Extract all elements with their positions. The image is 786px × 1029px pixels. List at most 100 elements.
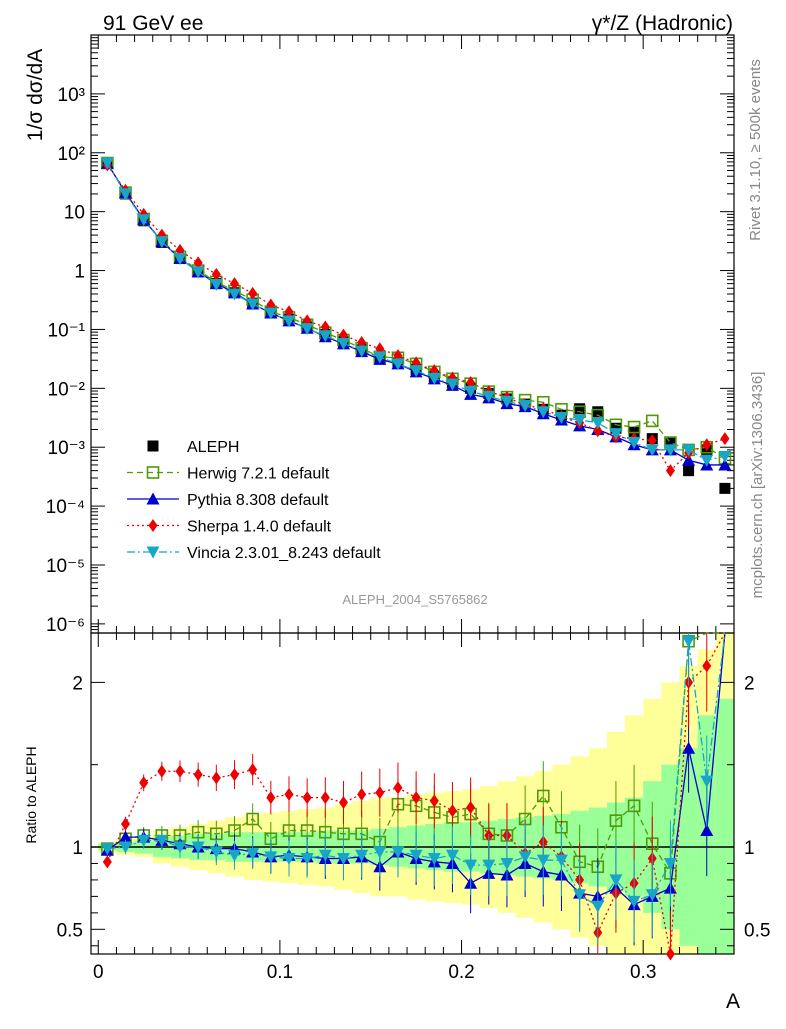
ratio-point-vincia xyxy=(518,851,532,864)
ratio-y-tick-label: 0.5 xyxy=(744,920,770,941)
ratio-point-sherpa xyxy=(447,804,457,818)
legend-label-vincia: Vincia 2.3.01_8.243 default xyxy=(187,545,381,562)
ratio-point-herwig xyxy=(300,824,314,837)
ratio-y-tick-label: 2 xyxy=(744,673,755,694)
main-point-sherpa xyxy=(229,277,239,291)
main-point-sherpa xyxy=(720,432,730,446)
ratio-point-sherpa xyxy=(466,800,476,814)
ratio-point-sherpa xyxy=(320,791,330,805)
ratio-point-vincia xyxy=(246,848,260,861)
ratio-xlabel: A xyxy=(726,990,740,1013)
main-line-sherpa xyxy=(106,164,726,472)
y-tick-label: 1 xyxy=(74,262,85,283)
main-point-vincia xyxy=(518,400,532,413)
main-point-sherpa xyxy=(248,286,258,300)
ratio-point-sherpa xyxy=(302,791,312,805)
main-point-sherpa xyxy=(211,267,221,281)
main-point-vincia xyxy=(700,454,714,467)
main-point-vincia xyxy=(445,378,459,391)
mcplots-label: mcplots.cern.ch [arXiv:1306.3436] xyxy=(749,372,766,599)
main-point-vincia xyxy=(100,157,114,170)
main-point-vincia xyxy=(137,214,151,227)
ratio-y-tick-label: 1 xyxy=(744,838,755,859)
main-point-vincia xyxy=(554,411,568,424)
ratio-point-sherpa xyxy=(193,768,203,782)
ratio-point-vincia xyxy=(591,900,605,913)
legend-marker-aleph xyxy=(147,440,159,452)
main-point-vincia xyxy=(718,450,732,463)
ratio-point-herwig xyxy=(282,824,296,837)
ratio-point-vincia xyxy=(609,874,623,887)
ratio-y-tick-label: 1 xyxy=(72,838,83,859)
main-point-vincia xyxy=(246,298,260,311)
main-point-aleph xyxy=(664,437,676,449)
ratio-point-vincia xyxy=(427,853,441,866)
ratio-point-vincia xyxy=(300,853,314,866)
ratio-point-vincia xyxy=(318,849,332,862)
ratio-point-herwig xyxy=(246,812,259,826)
y-tick-label: 10⁻¹ xyxy=(48,320,86,341)
main-point-vincia xyxy=(464,385,478,398)
y-tick-label: 10⁻² xyxy=(48,379,86,400)
ratio-point-vincia xyxy=(464,859,478,872)
main-point-vincia xyxy=(173,253,187,266)
main-point-aleph xyxy=(592,406,604,418)
main-point-sherpa xyxy=(284,305,294,319)
ratio-point-sherpa xyxy=(393,781,403,795)
ratio-point-sherpa xyxy=(102,855,112,869)
main-point-vincia xyxy=(536,406,550,419)
ratio-point-vincia xyxy=(554,854,568,867)
ratio-point-sherpa xyxy=(139,776,149,790)
main-ylabel: 1/σ dσ/dA xyxy=(24,49,47,141)
main-frame xyxy=(90,34,735,634)
analysis-id: ALEPH_2004_S5765862 xyxy=(342,592,487,607)
ratio-point-vincia xyxy=(663,857,677,870)
title-left: 91 GeV ee xyxy=(103,12,203,35)
title-right: γ*/Z (Hadronic) xyxy=(592,12,733,35)
main-point-vincia xyxy=(318,330,332,343)
ratio-y-tick-label: 0.5 xyxy=(57,920,83,941)
main-point-vincia xyxy=(663,444,677,457)
ratio-point-sherpa xyxy=(411,791,421,805)
ratio-frame xyxy=(90,632,735,955)
main-point-vincia xyxy=(682,444,696,457)
main-point-vincia xyxy=(391,358,405,371)
y-tick-label: 10⁻⁵ xyxy=(46,556,85,577)
main-point-vincia xyxy=(155,236,169,249)
ratio-point-vincia xyxy=(191,841,205,854)
main-point-vincia xyxy=(591,417,605,430)
ratio-point-vincia xyxy=(700,775,714,788)
ratio-point-sherpa xyxy=(375,786,385,800)
ratio-point-vincia xyxy=(645,889,659,902)
main-line-herwig xyxy=(106,162,726,459)
main-point-vincia xyxy=(355,345,369,358)
rivet-label: Rivet 3.1.10, ≥ 500k events xyxy=(747,59,764,241)
ratio-point-sherpa xyxy=(665,947,675,961)
main-point-vincia xyxy=(645,444,659,457)
ratio-point-vincia xyxy=(373,846,387,859)
main-point-sherpa xyxy=(320,320,330,334)
band-inner xyxy=(715,698,734,954)
ratio-point-herwig xyxy=(536,789,550,803)
ratio-point-sherpa xyxy=(338,796,348,810)
legend-label-herwig: Herwig 7.2.1 default xyxy=(187,466,330,483)
main-point-vincia xyxy=(282,315,296,328)
ratio-point-pythia xyxy=(682,741,696,754)
ratio-point-vincia xyxy=(119,841,133,854)
main-point-vincia xyxy=(227,288,241,301)
main-point-aleph xyxy=(683,465,695,477)
main-point-pythia xyxy=(718,458,732,471)
y-tick-label: 10² xyxy=(58,144,85,165)
y-tick-label: 10 xyxy=(64,203,85,224)
legend-marker-herwig xyxy=(146,466,160,479)
main-line-vincia xyxy=(106,162,726,461)
main-point-sherpa xyxy=(193,256,203,270)
ratio-point-vincia xyxy=(137,834,151,847)
ratio-point-sherpa xyxy=(284,787,294,801)
main-point-sherpa xyxy=(647,434,657,448)
ratio-point-vincia xyxy=(355,849,369,862)
ratio-point-vincia xyxy=(391,846,405,859)
ratio-point-vincia xyxy=(682,635,696,648)
ratio-point-vincia xyxy=(336,853,350,866)
